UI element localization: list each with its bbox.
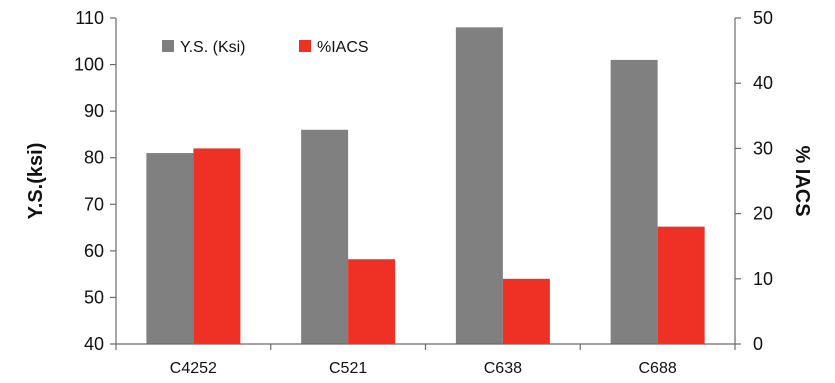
right-tick-label: 10	[753, 269, 773, 289]
category-label: C4252	[170, 360, 217, 377]
legend: Y.S. (Ksi) %IACS	[162, 39, 369, 56]
legend-label-ys: Y.S. (Ksi)	[180, 39, 246, 56]
left-tick-label: 60	[84, 241, 104, 261]
bar-iacs-c688	[657, 226, 705, 344]
right-tick-label: 50	[753, 8, 773, 28]
category-label: C521	[329, 360, 367, 377]
legend-swatch-iacs	[299, 40, 311, 52]
bar-ys-c521	[301, 129, 349, 344]
left-tick-label: 70	[84, 194, 104, 214]
bar-ys-c4252	[146, 153, 194, 344]
bar-iacs-c521	[348, 259, 396, 344]
bar-ys-c688	[610, 59, 658, 345]
legend-label-iacs: %IACS	[317, 39, 369, 56]
left-tick-label: 80	[84, 148, 104, 168]
left-tick-label: 100	[74, 55, 104, 75]
bars-layer	[146, 27, 705, 345]
bar-iacs-c4252	[193, 148, 241, 344]
left-tick-label: 50	[84, 287, 104, 307]
left-tick-label: 110	[75, 8, 104, 28]
left-tick-label: 90	[84, 101, 104, 121]
right-tick-label: 30	[753, 138, 773, 158]
left-axis-title: Y.S.(ksi)	[25, 143, 47, 220]
right-tick-label: 40	[753, 73, 773, 93]
right-tick-label: 0	[753, 334, 763, 354]
category-label: C638	[484, 360, 522, 377]
category-label: C688	[639, 360, 677, 377]
bar-ys-c638	[455, 27, 503, 345]
tick-labels-layer: 40 50 60 70 80 90 100 110 0 10 20 30 40 50 C4252 C521 C6…	[74, 8, 773, 377]
left-tick-label: 40	[84, 334, 104, 354]
legend-swatch-ys	[162, 40, 174, 52]
right-tick-label: 20	[753, 204, 773, 224]
right-axis-title: % IACS	[791, 145, 813, 216]
axes-layer	[110, 17, 741, 350]
bar-iacs-c638	[502, 278, 550, 344]
